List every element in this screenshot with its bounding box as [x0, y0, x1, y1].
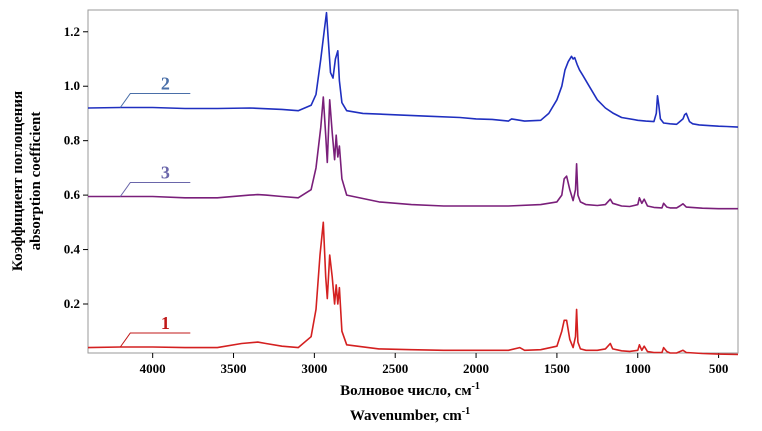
x-tick-label: 3500	[221, 361, 247, 376]
x-axis-title-en: Wavenumber, cm-1	[350, 406, 470, 424]
x-axis-ticks: 4000 3500 3000 2500 2000 1500 1000 500	[140, 353, 729, 376]
series-line-3	[88, 96, 738, 210]
curve-tag-leader-2	[119, 93, 191, 108]
series-line-1	[87, 221, 739, 356]
x-axis-title-ru: Волновое число, см-1	[340, 381, 480, 399]
y-axis-title-en: absorption coefficient	[28, 112, 44, 251]
series-layer	[87, 11, 739, 356]
series-line-2	[87, 11, 739, 128]
y-tick-label: 1.2	[64, 24, 80, 39]
y-axis-ticks: 0.2 0.4 0.6 0.8 1.0 1.2	[64, 24, 88, 311]
curve-tag-label-3: 3	[161, 162, 170, 182]
curve-tag-leader-3	[119, 182, 191, 197]
x-tick-label: 500	[709, 361, 729, 376]
x-tick-label: 3000	[301, 361, 327, 376]
x-tick-label: 2500	[382, 361, 408, 376]
y-tick-label: 0.4	[64, 242, 81, 257]
x-tick-label: 1000	[625, 361, 651, 376]
curve-tag-label-2: 2	[161, 73, 170, 93]
x-tick-label: 1500	[544, 361, 570, 376]
x-tick-label: 2000	[463, 361, 489, 376]
y-tick-label: 0.6	[64, 187, 81, 202]
y-tick-label: 0.2	[64, 296, 80, 311]
curve-tags: 2 3 1	[119, 73, 191, 348]
curve-tag-leader-1	[119, 332, 191, 348]
x-tick-label: 4000	[140, 361, 166, 376]
y-tick-label: 1.0	[64, 78, 80, 93]
plot-frame	[87, 9, 739, 354]
curve-tag-label-1: 1	[161, 313, 170, 333]
y-axis-title-ru: Коэффициент поглощения	[10, 91, 26, 271]
y-tick-label: 0.8	[64, 133, 81, 148]
